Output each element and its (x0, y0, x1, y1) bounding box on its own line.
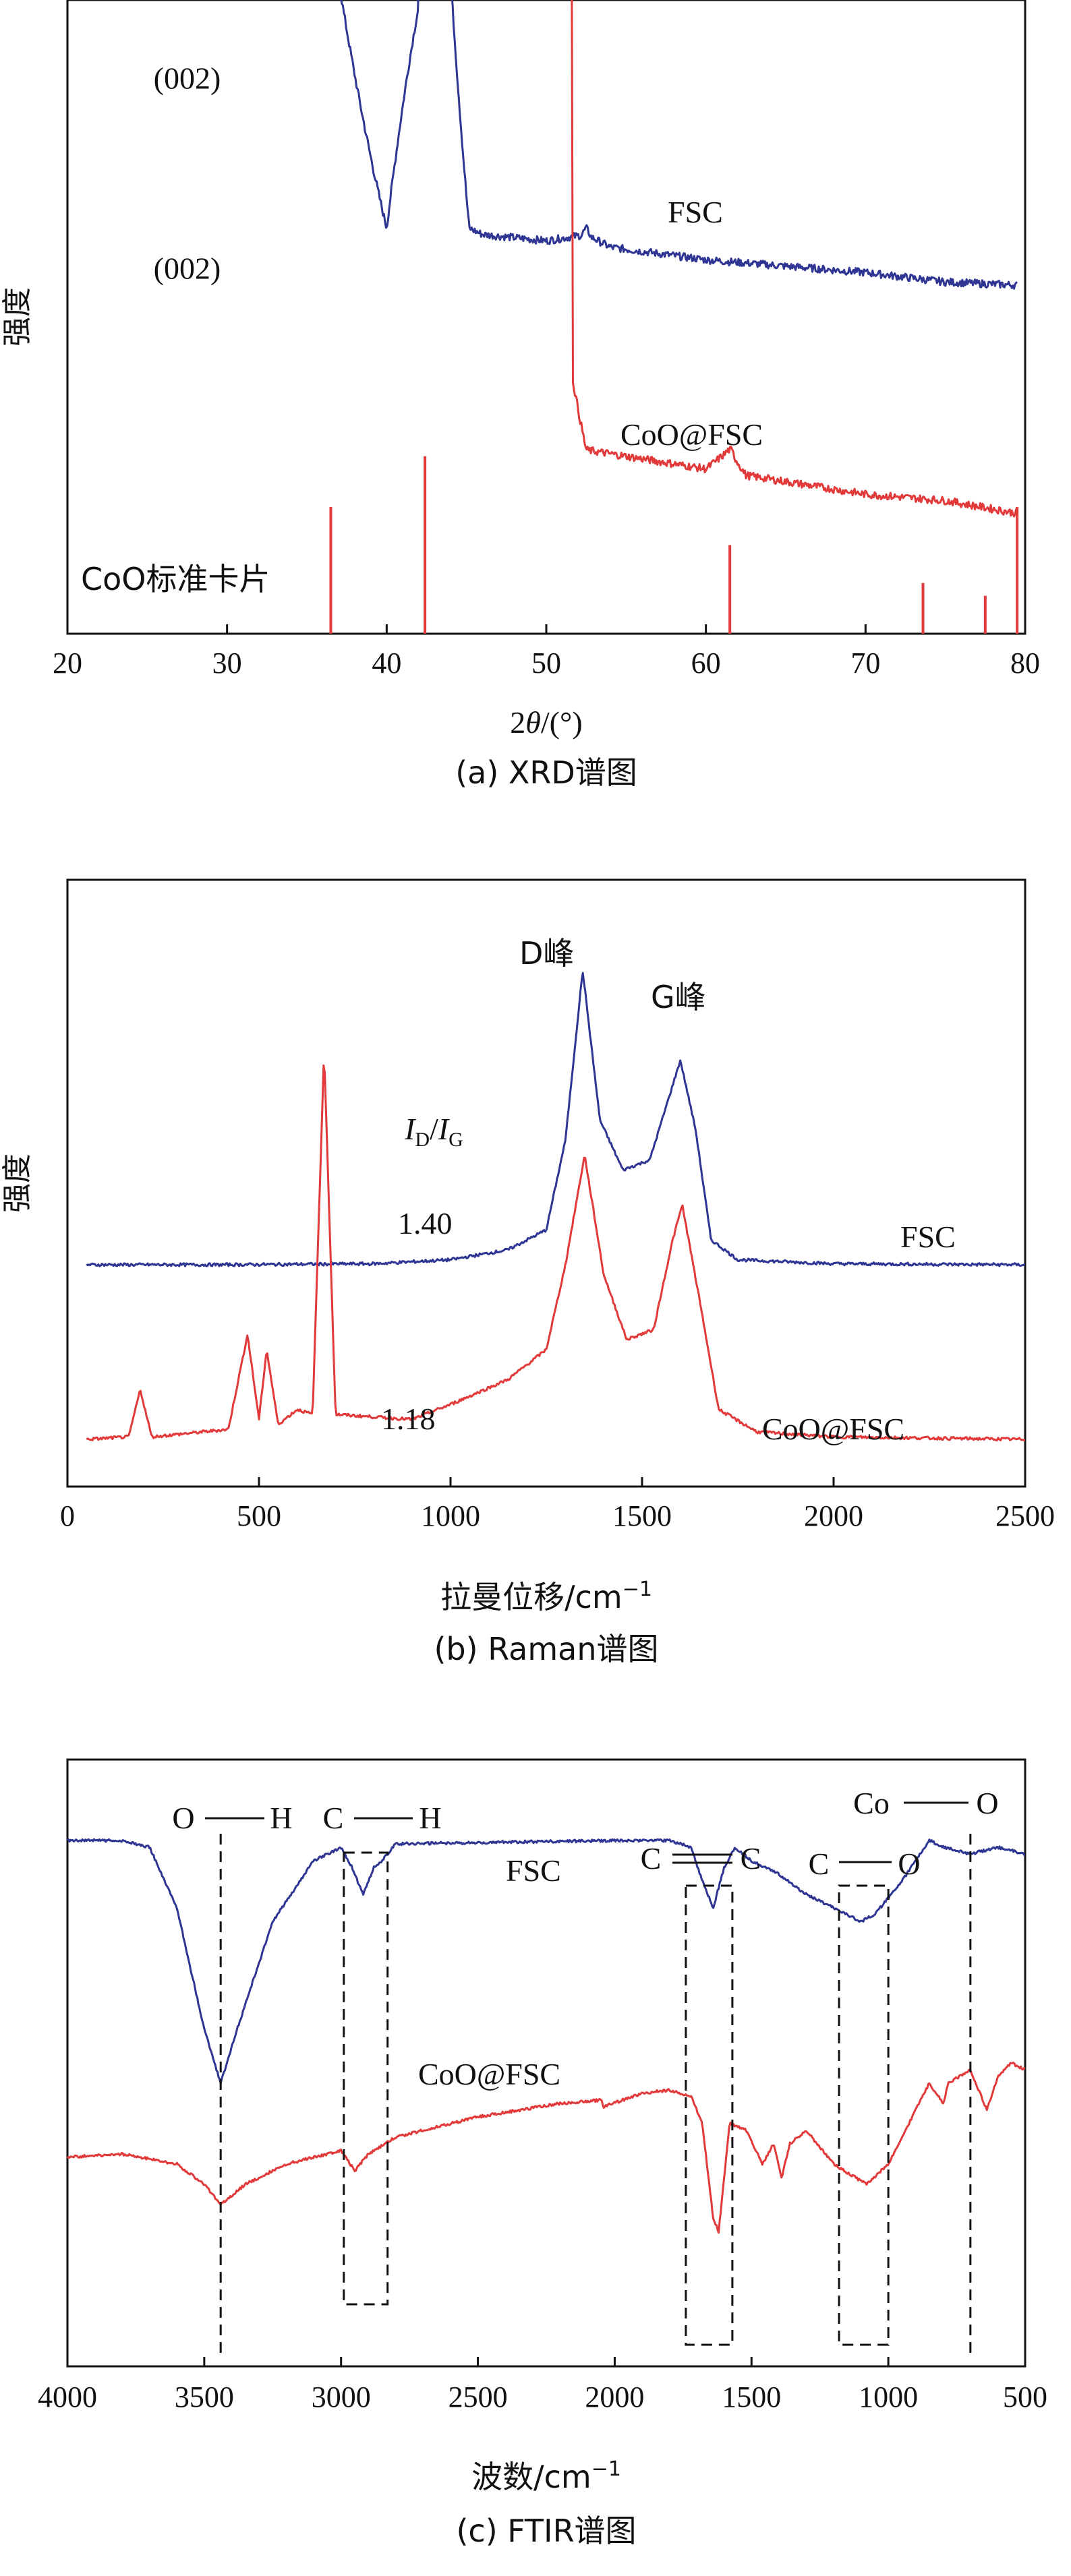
ftir-legend-coo-fsc: CoO@FSC (418, 2057, 560, 2091)
x-tick-label: 80 (1010, 647, 1040, 680)
ftir-legend-fsc: FSC (506, 1853, 561, 1888)
x-tick-label: 70 (850, 647, 880, 680)
ftir-x-axis-label-base: 波数/cm (471, 2459, 591, 2495)
ftir-label-o-h-o: O (172, 1801, 194, 1835)
xrd-marks: (002) (002) FSC CoO@FSC CoO标准卡片 (67, 0, 1017, 634)
raman-ratio-coo-value: 1.18 (381, 1402, 436, 1436)
xrd-x-ticks: 20 30 40 50 60 70 80 (53, 624, 1040, 680)
ftir-label-c-c-right: C (741, 1841, 761, 1876)
xrd-x-axis-label-prefix: 2 (510, 705, 525, 740)
x-tick-label: 500 (1003, 2380, 1047, 2414)
raman-id-ig-ratio-label: ID/IG (404, 1112, 463, 1151)
ftir-label-c-h-c: C (323, 1801, 344, 1835)
ftir-x-axis-label: 波数/cm−1 (471, 2457, 621, 2495)
ftir-box-2 (838, 1884, 890, 2346)
raman-ratio-id: I (404, 1112, 417, 1146)
x-tick-label: 2500 (448, 2380, 508, 2414)
ftir-label-c-o-c: C (809, 1847, 830, 1881)
ftir-label-o-h-h: H (270, 1801, 292, 1835)
raman-x-axis-label-base: 拉曼位移/cm (440, 1579, 623, 1615)
x-tick-label: 500 (237, 1499, 281, 1532)
xrd-legend-fsc: FSC (668, 195, 723, 229)
xrd-legend-coo-fsc: CoO@FSC (620, 417, 763, 452)
x-tick-label: 60 (691, 647, 721, 680)
raman-x-axis-label: 拉曼位移/cm−1 (440, 1578, 652, 1615)
ftir-caption: (c) FTIR谱图 (456, 2513, 636, 2549)
ftir-label-co-o-o: O (976, 1786, 998, 1820)
series-line-1 (86, 1064, 1026, 1442)
raman-ratio-d-sub: D (415, 1129, 430, 1151)
raman-panel: D峰 G峰 1.40 1.18 FSC CoO@FSC 0 500 1000 1500 2000 2… (0, 878, 1055, 1667)
xrd-fsc-002-label: (002) (154, 61, 221, 96)
ftir-box-0 (343, 1851, 389, 2306)
x-tick-label: 1000 (421, 1499, 480, 1532)
x-tick-label: 1500 (612, 1499, 672, 1532)
xrd-x-axis-label: 2θ/(°) (510, 705, 582, 740)
x-tick-label: 20 (53, 647, 82, 680)
series-line-0 (67, 0, 1017, 289)
series-line-1 (66, 2062, 1026, 2234)
xrd-coo-002-label: (002) (154, 251, 221, 286)
x-tick-label: 40 (372, 647, 401, 680)
x-tick-label: 2500 (995, 1499, 1055, 1532)
raman-x-ticks: 0 500 1000 1500 2000 2500 (60, 1477, 1055, 1532)
ftir-label-co-o-co: Co (853, 1786, 890, 1820)
x-tick-label: 50 (531, 647, 561, 680)
raman-legend-coo-fsc: CoO@FSC (762, 1412, 904, 1446)
xrd-x-axis-label-symbol: θ (525, 705, 541, 740)
xrd-caption: (a) XRD谱图 (455, 754, 637, 791)
xrd-panel: (002) (002) FSC CoO@FSC CoO标准卡片 20 30 40 50 60 70… (0, 0, 1040, 791)
raman-g-peak-label: G峰 (651, 979, 706, 1015)
x-tick-label: 3000 (312, 2380, 371, 2414)
series-line-0 (67, 1838, 1026, 2085)
raman-plot-frame (66, 878, 1026, 1488)
x-tick-label: 0 (60, 1499, 75, 1532)
xrd-x-axis-label-unit: /(°) (541, 705, 583, 740)
series-line-0 (86, 971, 1026, 1267)
x-tick-label: 30 (212, 647, 242, 680)
ftir-label-c-h-h: H (419, 1801, 441, 1835)
raman-ratio-fsc-value: 1.40 (398, 1206, 453, 1240)
x-tick-label: 4000 (38, 2380, 97, 2414)
series-line-1 (571, 0, 1018, 518)
x-tick-label: 1000 (859, 2380, 918, 2414)
ftir-label-c-o-o: O (898, 1847, 920, 1881)
raman-ratio-slash: / (430, 1112, 438, 1146)
ftir-label-c-c-left: C (641, 1841, 662, 1876)
raman-ratio-g-sub: G (448, 1129, 463, 1151)
xrd-y-axis-label: 强度 (0, 287, 34, 347)
ftir-plot-frame (66, 1758, 1026, 2368)
raman-legend-fsc: FSC (900, 1220, 956, 1254)
raman-y-axis-label: 强度 (0, 1154, 34, 1213)
raman-marks: D峰 G峰 1.40 1.18 FSC CoO@FSC (86, 935, 1026, 1446)
ftir-box-1 (685, 1884, 734, 2346)
x-tick-label: 2000 (585, 2380, 644, 2414)
raman-caption: (b) Raman谱图 (434, 1631, 658, 1667)
x-tick-label: 3500 (175, 2380, 234, 2414)
xrd-legend-coo-reference: CoO标准卡片 (81, 561, 270, 597)
x-tick-label: 1500 (722, 2380, 781, 2414)
raman-x-axis-label-sup: −1 (623, 1578, 652, 1601)
raman-d-peak-label: D峰 (519, 935, 574, 971)
x-tick-label: 2000 (804, 1499, 863, 1532)
ftir-x-axis-label-sup: −1 (591, 2457, 621, 2481)
ftir-x-ticks: 4000 3500 3000 2500 2000 1500 1000 500 (38, 2357, 1047, 2414)
raman-ratio-ig: I (438, 1112, 451, 1146)
